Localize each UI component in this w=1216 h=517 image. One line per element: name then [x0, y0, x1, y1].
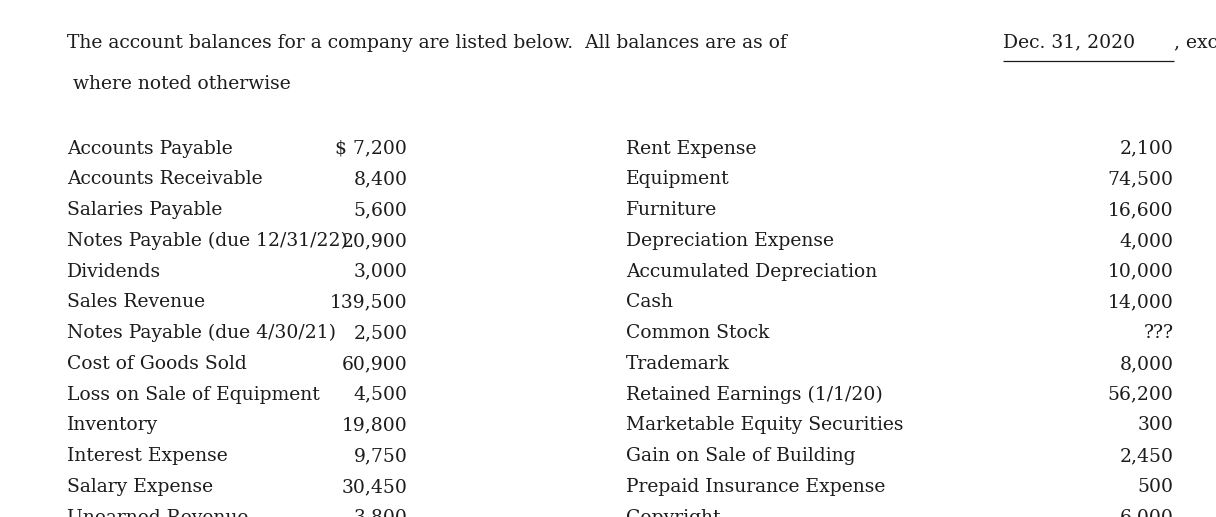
Text: 8,000: 8,000	[1120, 355, 1173, 373]
Text: Prepaid Insurance Expense: Prepaid Insurance Expense	[626, 478, 885, 496]
Text: $ 7,200: $ 7,200	[336, 140, 407, 158]
Text: Loss on Sale of Equipment: Loss on Sale of Equipment	[67, 386, 320, 404]
Text: Salary Expense: Salary Expense	[67, 478, 213, 496]
Text: Gain on Sale of Building: Gain on Sale of Building	[626, 447, 856, 465]
Text: Retained Earnings (1/1/20): Retained Earnings (1/1/20)	[626, 386, 883, 404]
Text: Cost of Goods Sold: Cost of Goods Sold	[67, 355, 247, 373]
Text: Notes Payable (due 12/31/22): Notes Payable (due 12/31/22)	[67, 232, 348, 250]
Text: Accumulated Depreciation: Accumulated Depreciation	[626, 263, 878, 281]
Text: 2,500: 2,500	[354, 324, 407, 342]
Text: Dividends: Dividends	[67, 263, 161, 281]
Text: Sales Revenue: Sales Revenue	[67, 294, 206, 311]
Text: 9,750: 9,750	[354, 447, 407, 465]
Text: 19,800: 19,800	[342, 417, 407, 434]
Text: , except: , except	[1173, 34, 1216, 52]
Text: 300: 300	[1137, 417, 1173, 434]
Text: The account balances for a company are listed below.  All balances are as of: The account balances for a company are l…	[67, 34, 793, 52]
Text: Copyright: Copyright	[626, 509, 721, 517]
Text: 16,600: 16,600	[1108, 201, 1173, 219]
Text: 3,000: 3,000	[354, 263, 407, 281]
Text: 14,000: 14,000	[1108, 294, 1173, 311]
Text: 139,500: 139,500	[330, 294, 407, 311]
Text: 500: 500	[1137, 478, 1173, 496]
Text: 2,100: 2,100	[1120, 140, 1173, 158]
Text: Cash: Cash	[626, 294, 674, 311]
Text: 3,800: 3,800	[354, 509, 407, 517]
Text: Interest Expense: Interest Expense	[67, 447, 227, 465]
Text: Equipment: Equipment	[626, 171, 730, 188]
Text: Dec. 31, 2020: Dec. 31, 2020	[1003, 34, 1136, 52]
Text: Trademark: Trademark	[626, 355, 730, 373]
Text: 74,500: 74,500	[1108, 171, 1173, 188]
Text: 6,000: 6,000	[1120, 509, 1173, 517]
Text: 2,450: 2,450	[1120, 447, 1173, 465]
Text: Depreciation Expense: Depreciation Expense	[626, 232, 834, 250]
Text: 4,500: 4,500	[354, 386, 407, 404]
Text: Salaries Payable: Salaries Payable	[67, 201, 223, 219]
Text: Accounts Receivable: Accounts Receivable	[67, 171, 263, 188]
Text: where noted otherwise: where noted otherwise	[67, 75, 291, 93]
Text: Furniture: Furniture	[626, 201, 717, 219]
Text: 56,200: 56,200	[1108, 386, 1173, 404]
Text: Marketable Equity Securities: Marketable Equity Securities	[626, 417, 903, 434]
Text: 10,000: 10,000	[1108, 263, 1173, 281]
Text: ???: ???	[1143, 324, 1173, 342]
Text: Inventory: Inventory	[67, 417, 158, 434]
Text: 8,400: 8,400	[354, 171, 407, 188]
Text: Unearned Revenue: Unearned Revenue	[67, 509, 248, 517]
Text: 60,900: 60,900	[342, 355, 407, 373]
Text: Accounts Payable: Accounts Payable	[67, 140, 232, 158]
Text: 20,900: 20,900	[342, 232, 407, 250]
Text: 30,450: 30,450	[342, 478, 407, 496]
Text: Common Stock: Common Stock	[626, 324, 770, 342]
Text: Rent Expense: Rent Expense	[626, 140, 756, 158]
Text: Notes Payable (due 4/30/21): Notes Payable (due 4/30/21)	[67, 324, 336, 342]
Text: 5,600: 5,600	[354, 201, 407, 219]
Text: 4,000: 4,000	[1120, 232, 1173, 250]
